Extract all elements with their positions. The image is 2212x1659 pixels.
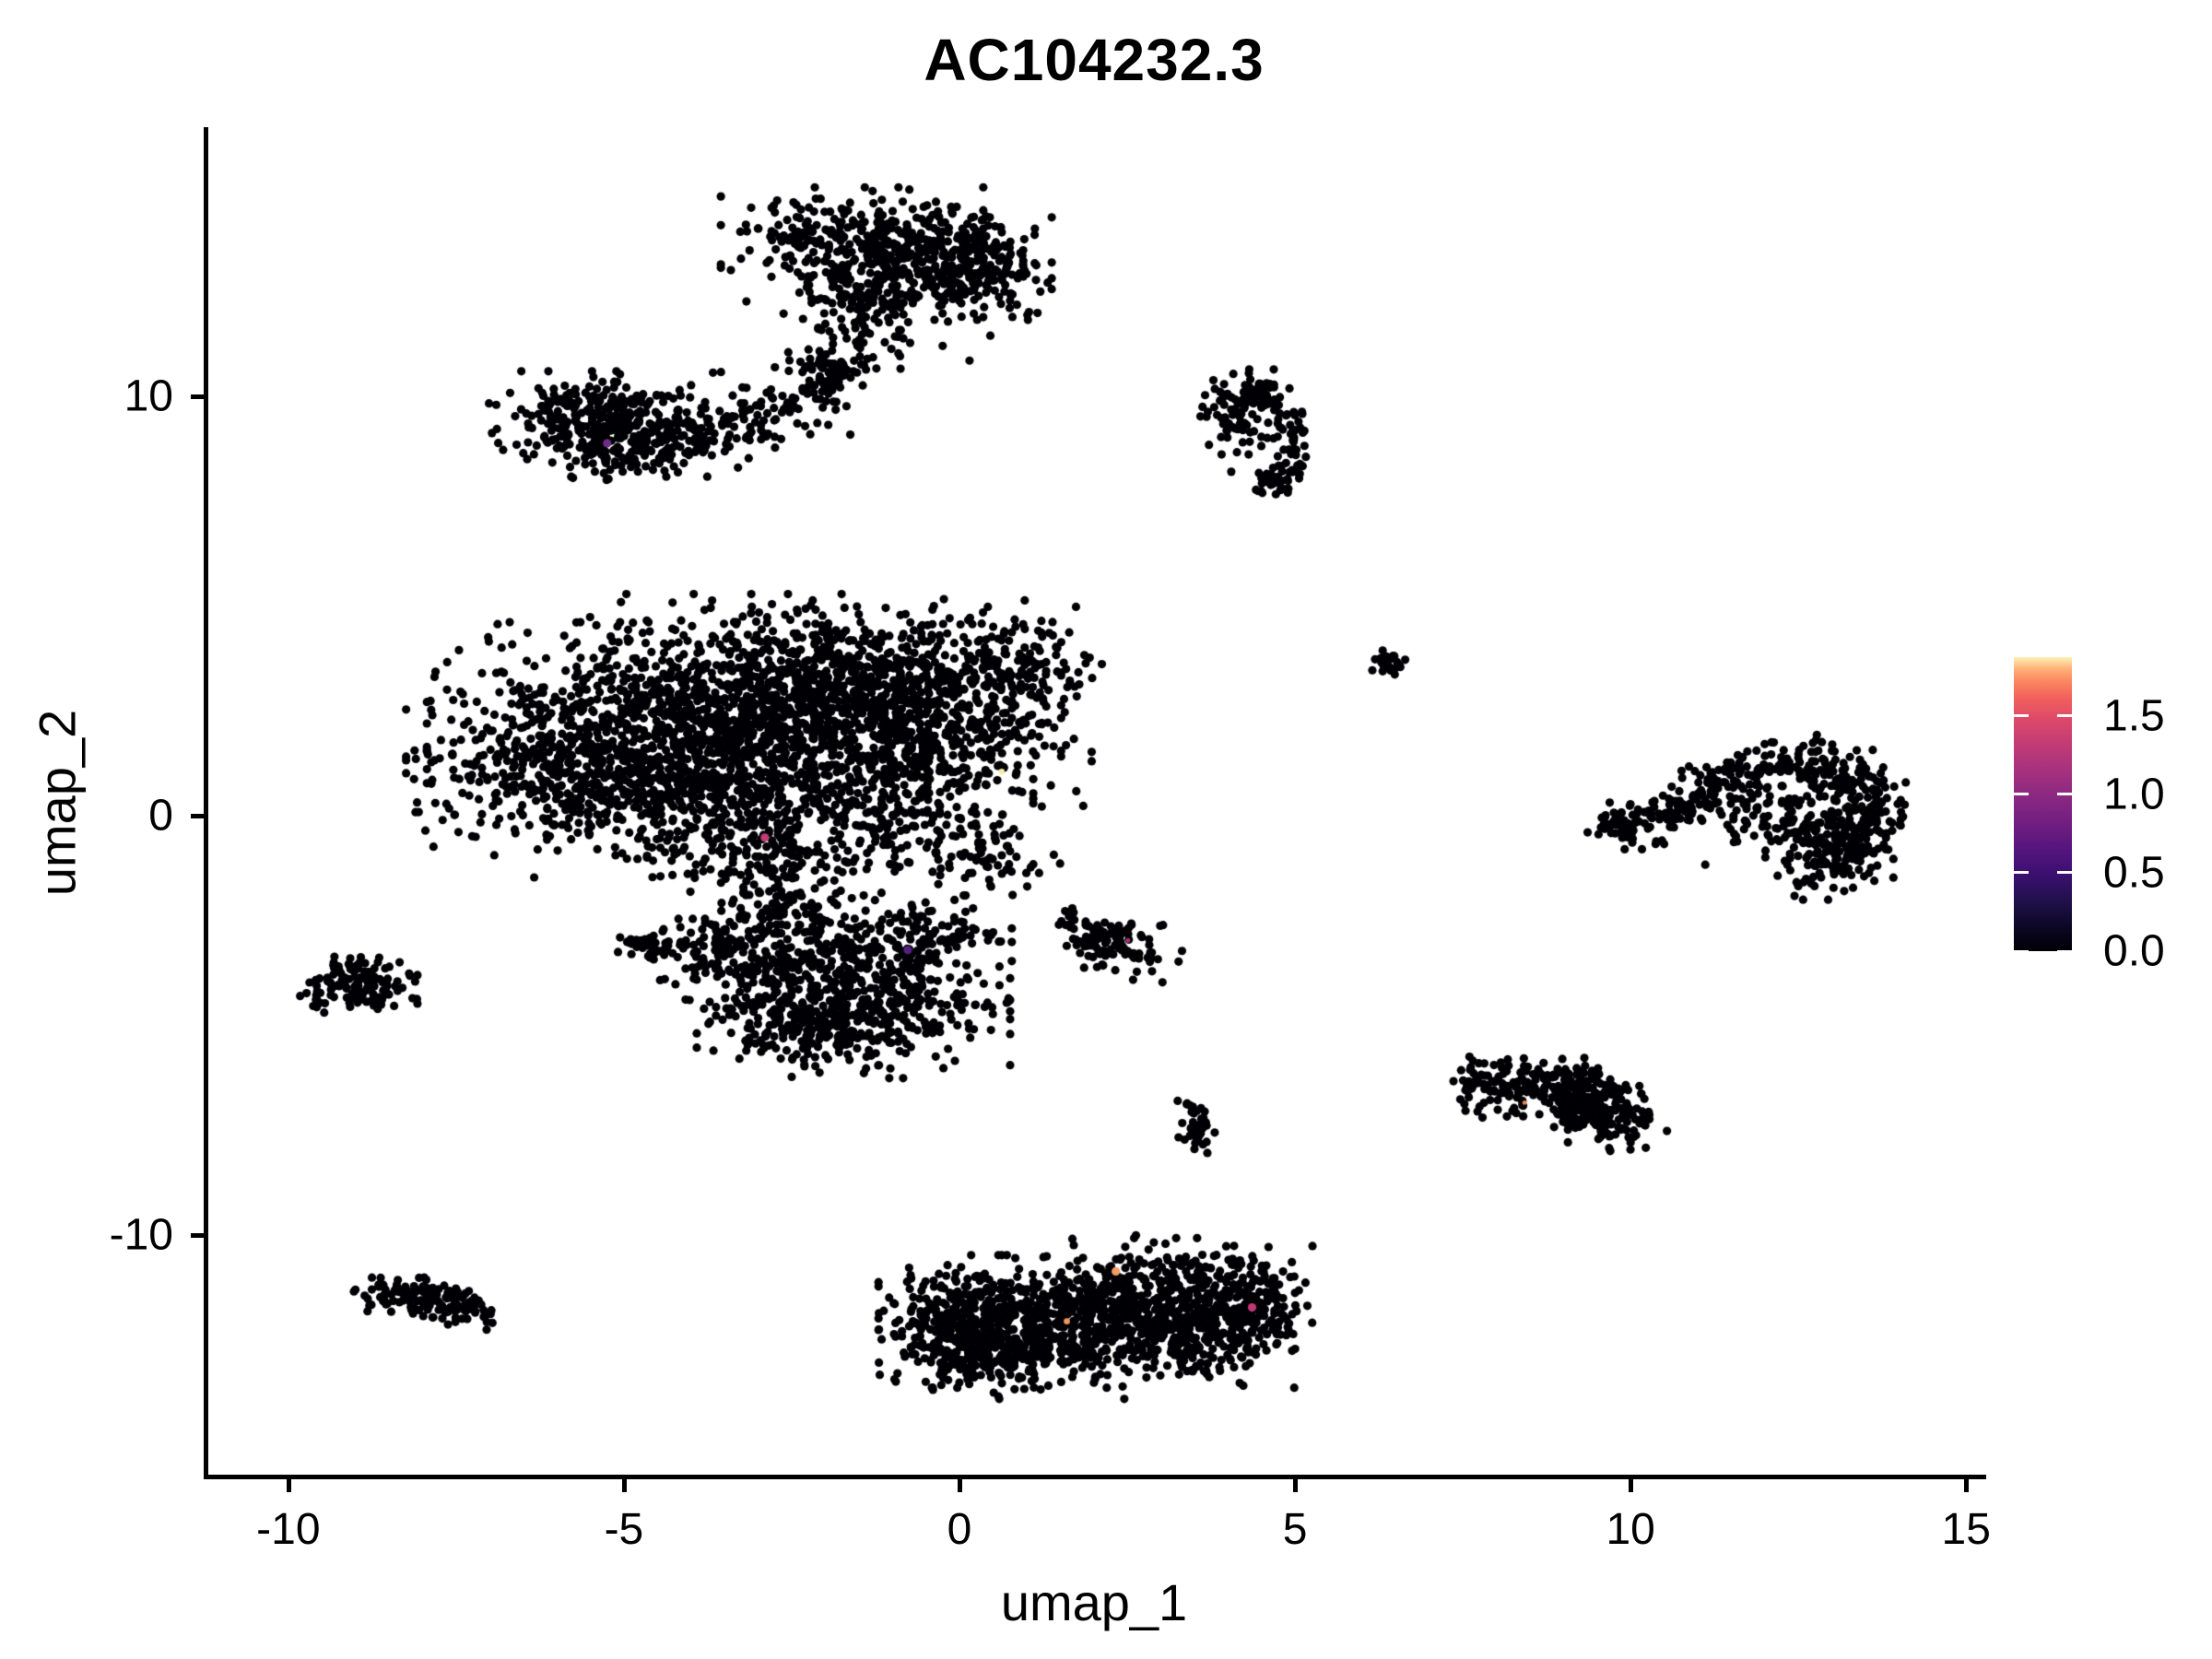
y-tick-label: -10 [109,1210,173,1260]
x-tick-mark [1964,1479,1970,1492]
x-tick-mark [958,1479,962,1492]
y-tick-label: 10 [124,371,173,421]
y-axis-label: umap_2 [28,709,87,897]
x-tick-mark [1629,1479,1634,1492]
colorbar-tick-mark [2057,793,2072,796]
y-axis-line [204,127,208,1479]
colorbar-tick-mark [2057,949,2072,953]
x-tick-label: 5 [1282,1505,1308,1554]
x-axis-label: umap_1 [1000,1573,1188,1631]
x-tick-mark [286,1479,291,1492]
x-tick-mark [1293,1479,1299,1492]
x-tick-mark [621,1479,627,1492]
colorbar-tick-mark [2057,714,2072,718]
y-tick-mark [191,814,204,819]
colorbar-tick-mark [2057,871,2072,875]
x-tick-label: 10 [1606,1505,1655,1554]
y-tick-mark [191,394,204,399]
y-tick-label: 0 [148,791,173,841]
x-axis-line [204,1475,1986,1479]
expression-colorbar [2014,657,2072,951]
x-tick-label: -10 [256,1505,321,1554]
colorbar-tick-mark [2014,949,2029,953]
x-tick-label: -5 [604,1505,644,1554]
colorbar-tick-mark [2014,793,2029,796]
y-tick-mark [191,1233,204,1239]
colorbar-tick-mark [2014,871,2029,875]
colorbar-tick-mark [2014,714,2029,718]
legend-tick-label: 1.0 [2103,770,2165,819]
legend-tick-label: 0.5 [2103,848,2165,898]
legend-tick-label: 0.0 [2103,926,2165,976]
x-tick-label: 15 [1941,1505,1991,1554]
legend-tick-label: 1.5 [2103,691,2165,741]
x-tick-label: 0 [947,1505,972,1554]
